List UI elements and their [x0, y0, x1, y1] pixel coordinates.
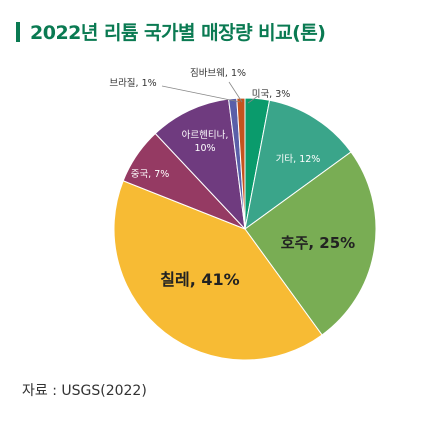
slice-label: 중국, 7%	[131, 169, 170, 180]
leader-line	[161, 85, 241, 103]
pie-slice	[113, 180, 323, 361]
slice-label: 짐바브웨, 1%	[190, 67, 246, 79]
chart-title-wrap: 2022년 리튬 국가별 매장량 비교(톤)	[16, 18, 326, 45]
pie-slice	[244, 151, 377, 336]
slice-label: 미국, 3%	[252, 89, 291, 100]
slice-label: 호주, 25%	[281, 234, 355, 252]
title-accent-bar	[16, 21, 20, 42]
leader-line	[247, 95, 259, 104]
slice-label: 칠레, 41%	[160, 270, 239, 289]
source-note: 자료 : USGS(2022)	[22, 383, 147, 399]
chart-title: 2022년 리튬 국가별 매장량 비교(톤)	[30, 22, 326, 44]
slice-label: 브라질, 1%	[109, 77, 156, 89]
leader-line	[228, 81, 243, 103]
slice-label: 아르헨티나, 10%	[182, 129, 229, 154]
slice-label: 기타, 12%	[276, 154, 321, 165]
pie-slice	[236, 97, 246, 230]
pie-slice	[244, 99, 352, 231]
